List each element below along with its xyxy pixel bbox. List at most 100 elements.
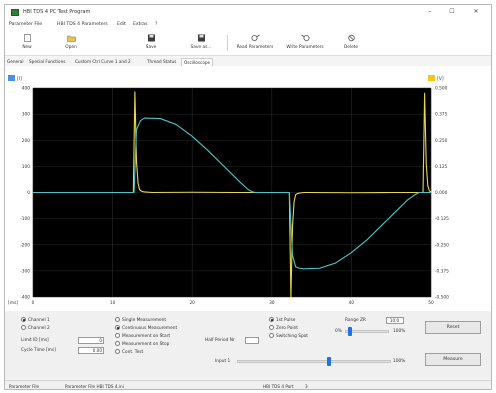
open-button[interactable]: Open [51,32,91,54]
menu-edit[interactable]: Edit [117,22,126,27]
tab-oscilloscope[interactable]: Oscilloscope [181,58,214,66]
y-right-tick-label: 0.125 [435,164,448,170]
save-button[interactable]: Save [131,32,171,54]
x-tick-label: 30 [269,300,275,306]
zero-point-label: Zero Point [276,326,298,331]
status-bar: Parameter File Parameter File HBI TDS 4.… [5,380,491,389]
status-port: 3 [305,384,308,389]
half-period-field[interactable] [245,337,259,344]
radio-unselected-icon [269,333,274,338]
measurement-on-start-radio[interactable]: Measurement on Start [115,333,170,339]
radio-unselected-icon [115,341,120,346]
single-measurement-radio[interactable]: Single Measurement [115,317,166,323]
radio-unselected-icon [21,325,26,330]
measurement-on-start-label: Measurement on Start [122,334,171,339]
delete-button[interactable]: Delete [331,32,371,54]
first-pulse-label: 1st Pulse [276,318,296,323]
continuous-measurement-label: Continuous Measurement [122,326,178,331]
radio-unselected-icon [115,317,120,322]
menu-parameter-file[interactable]: Parameter File [9,22,43,27]
toolbar: New Open Save Save as... [5,30,491,56]
x-axis-unit: [ms] [8,300,18,306]
cont-test-radio[interactable]: Cont. Test [115,349,143,355]
y-right-tick-label: -0.250 [435,242,449,248]
right-axis-unit: [V] [437,76,444,82]
open-label: Open [65,45,77,50]
range-field[interactable]: 10.0 [386,317,404,324]
write-parameters-icon [300,34,309,41]
voltage-trace-line [33,117,431,270]
y-left-tick-label: -100 [20,216,30,222]
radio-unselected-icon [115,349,120,354]
right-axis-marker-icon [428,75,435,81]
tab-general[interactable]: General [7,59,24,64]
read-parameters-button[interactable]: Read Parameters [231,32,279,54]
radio-selected-icon [21,317,26,322]
switching-spot-radio[interactable]: Switching Spot [269,333,308,339]
menu-tds-parameters[interactable]: HBI TDS 4 Parameters [57,22,108,27]
new-label: New [22,45,32,50]
range-label: Range ZR [345,318,366,323]
scale-slider[interactable] [345,330,389,333]
close-button[interactable]: ✕ [473,8,479,15]
delete-icon [347,34,355,42]
measurement-on-stop-radio[interactable]: Measurement on Stop [115,341,169,347]
y-left-tick-label: 200 [22,138,30,144]
oscilloscope-chart[interactable]: [I] [V] [ms] 4003002001000-100-200-300-4… [5,66,492,311]
minimize-button[interactable]: – [428,8,432,15]
write-parameters-button[interactable]: Write Parameters [281,32,329,54]
tab-thread-status[interactable]: Thread Status [147,59,177,64]
channel-1-radio[interactable]: Channel 1 [21,317,50,323]
save-as-label: Save as... [190,45,212,50]
input-max-label: 100% [393,359,406,364]
cont-test-label: Cont. Test [122,350,144,355]
y-left-tick-label: 0 [27,190,30,196]
status-device: HBI TDS 4 Port [263,384,294,389]
read-parameters-icon [251,34,260,41]
title-bar: HBI TDS 4 PC Test Program – ☐ ✕ [5,5,491,20]
write-parameters-label: Write Parameters [286,45,324,50]
new-button[interactable]: New [7,32,47,54]
limit-field[interactable]: 0 [78,337,104,344]
read-parameters-label: Read Parameters [236,45,274,50]
app-window: HBI TDS 4 PC Test Program – ☐ ✕ Paramete… [4,4,492,390]
y-right-tick-label: 0.250 [435,138,448,144]
radio-selected-icon [269,317,274,322]
y-right-tick-label: 0.000 [435,190,448,196]
single-measurement-label: Single Measurement [122,318,167,323]
tab-custom-ctrl-curve[interactable]: Custom Ctrl Curve 1 and 2 [75,59,131,64]
y-left-tick-label: -300 [20,268,30,274]
input-slider-thumb[interactable] [327,357,332,366]
maximize-button[interactable]: ☐ [449,8,455,15]
y-right-tick-label: -0.125 [435,216,449,222]
radio-unselected-icon [115,333,120,338]
measurement-on-stop-label: Measurement on Stop [122,342,170,347]
menu-help[interactable]: ? [155,22,158,27]
input-label: Input 1 [215,359,231,364]
y-right-tick-label: -0.375 [435,268,449,274]
channel-2-radio[interactable]: Channel 2 [21,325,50,331]
half-period-label: Half Period Nr [205,338,235,343]
x-tick-label: 0 [32,300,35,306]
oscilloscope-panel: [I] [V] [ms] 400 300 200 100 0 -100 -200 -300 -4… [5,66,491,311]
x-tick-label: 20 [189,300,195,306]
app-icon [11,9,19,16]
x-tick-label: 50 [428,300,434,306]
cycle-time-field[interactable]: 0.00 [78,347,104,354]
menu-extras[interactable]: Extras [133,22,148,27]
channel-2-label: Channel 2 [28,326,50,331]
reset-button[interactable]: Reset [425,321,481,334]
first-pulse-radio[interactable]: 1st Pulse [269,317,295,323]
tab-strip: General Special Functions Custom Ctrl Cu… [5,57,491,66]
input-slider[interactable] [237,360,391,363]
zero-point-radio[interactable]: Zero Point [269,325,298,331]
x-tick-label: 10 [110,300,116,306]
measure-button[interactable]: Measure [425,353,481,366]
scale-slider-thumb[interactable] [348,327,353,336]
status-parameter-label: Parameter File [9,384,40,389]
continuous-measurement-radio[interactable]: Continuous Measurement [115,325,177,331]
save-as-icon [197,34,205,42]
tab-special-functions[interactable]: Special Functions [29,59,66,64]
radio-selected-icon [115,325,120,330]
save-as-button[interactable]: Save as... [181,32,221,54]
